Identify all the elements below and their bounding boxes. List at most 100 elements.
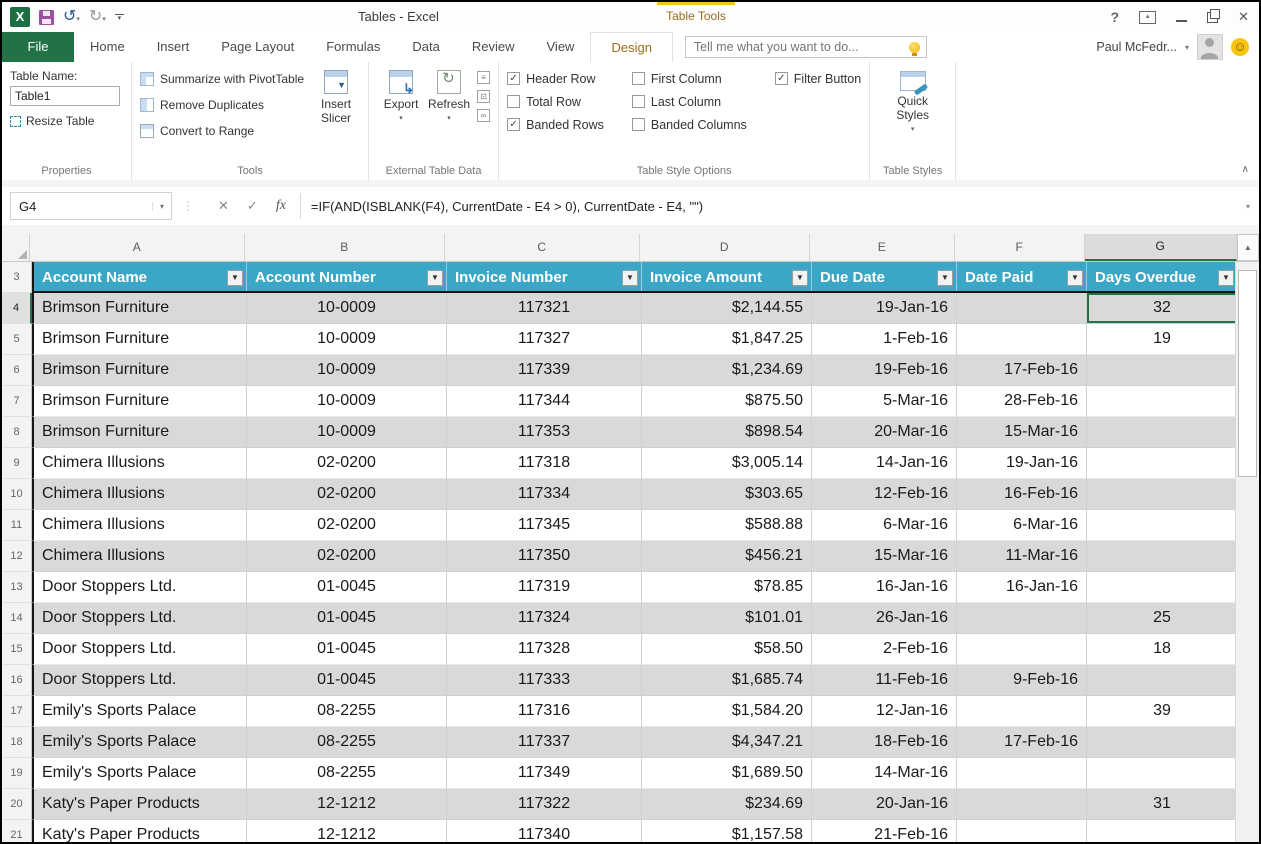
cell-C6[interactable]: 117339 (447, 355, 642, 386)
formula-input[interactable]: =IF(AND(ISBLANK(F4), CurrentDate - E4 > … (310, 198, 704, 214)
cell-B12[interactable]: 02-0200 (247, 541, 447, 572)
quick-styles-button[interactable]: Quick Styles ▾ (887, 67, 939, 137)
cell-F21[interactable] (957, 820, 1087, 842)
cell-E13[interactable]: 16-Jan-16 (812, 572, 957, 603)
cell-D10[interactable]: $303.65 (642, 479, 812, 510)
cell-A8[interactable]: Brimson Furniture (32, 417, 247, 448)
cell-D15[interactable]: $58.50 (642, 634, 812, 665)
cell-D12[interactable]: $456.21 (642, 541, 812, 572)
cell-D19[interactable]: $1,689.50 (642, 758, 812, 789)
cell-F20[interactable] (957, 789, 1087, 820)
save-icon[interactable] (39, 9, 54, 25)
row-number[interactable]: 14 (2, 603, 32, 634)
tell-me-input[interactable] (691, 39, 903, 55)
smiley-feedback-icon[interactable]: ☺ (1231, 38, 1249, 56)
quick-styles-dropdown-icon[interactable]: ▾ (910, 126, 915, 133)
insert-slicer-button[interactable]: Insert Slicer (312, 67, 360, 160)
cell-B5[interactable]: 10-0009 (247, 324, 447, 355)
column-header-E[interactable]: E (810, 234, 955, 261)
export-button[interactable]: Export ▾ (377, 67, 425, 160)
cell-E18[interactable]: 18-Feb-16 (812, 727, 957, 758)
cell-A11[interactable]: Chimera Illusions (32, 510, 247, 541)
column-header-F[interactable]: F (955, 234, 1085, 261)
cell-F19[interactable] (957, 758, 1087, 789)
cell-A5[interactable]: Brimson Furniture (32, 324, 247, 355)
convert-to-range-button[interactable]: Convert to Range (140, 121, 304, 141)
resize-table-button[interactable]: Resize Table (10, 114, 123, 128)
customize-qat-icon[interactable]: ▾ (114, 13, 124, 22)
cell-G4[interactable]: 32 (1087, 293, 1239, 324)
cell-D11[interactable]: $588.88 (642, 510, 812, 541)
cell-B8[interactable]: 10-0009 (247, 417, 447, 448)
cell-B6[interactable]: 10-0009 (247, 355, 447, 386)
cell-C14[interactable]: 117324 (447, 603, 642, 634)
cell-A18[interactable]: Emily's Sports Palace (32, 727, 247, 758)
table-header-E[interactable]: Due Date ▼ (812, 262, 957, 293)
cell-C16[interactable]: 117333 (447, 665, 642, 696)
row-number[interactable]: 12 (2, 541, 32, 572)
cell-E15[interactable]: 2-Feb-16 (812, 634, 957, 665)
row-number[interactable]: 21 (2, 820, 32, 842)
cell-F6[interactable]: 17-Feb-16 (957, 355, 1087, 386)
select-all-corner[interactable] (2, 234, 30, 261)
cell-G14[interactable]: 25 (1087, 603, 1239, 634)
cell-F7[interactable]: 28-Feb-16 (957, 386, 1087, 417)
row-number[interactable]: 9 (2, 448, 32, 479)
cell-G5[interactable]: 19 (1087, 324, 1239, 355)
cell-G21[interactable] (1087, 820, 1239, 842)
tab-data[interactable]: Data (412, 39, 440, 54)
cell-E9[interactable]: 14-Jan-16 (812, 448, 957, 479)
cell-C9[interactable]: 117318 (447, 448, 642, 479)
tell-me-box[interactable] (684, 36, 927, 58)
cell-E21[interactable]: 21-Feb-16 (812, 820, 957, 842)
cell-C20[interactable]: 117322 (447, 789, 642, 820)
name-box-dropdown-icon[interactable]: ▾ (152, 201, 171, 211)
cell-C15[interactable]: 117328 (447, 634, 642, 665)
cell-E20[interactable]: 20-Jan-16 (812, 789, 957, 820)
excel-logo-icon[interactable]: X (10, 7, 30, 27)
scrollbar-thumb[interactable] (1238, 270, 1257, 477)
row-number[interactable]: 6 (2, 355, 32, 386)
tab-formulas[interactable]: Formulas (326, 39, 381, 54)
row-number[interactable]: 3 (2, 262, 32, 293)
undo-button[interactable]: ↺▾ (63, 8, 80, 26)
cell-B7[interactable]: 10-0009 (247, 386, 447, 417)
cell-C19[interactable]: 117349 (447, 758, 642, 789)
cell-C17[interactable]: 117316 (447, 696, 642, 727)
cell-G18[interactable] (1087, 727, 1239, 758)
cell-F17[interactable] (957, 696, 1087, 727)
cell-E4[interactable]: 19-Jan-16 (812, 293, 957, 324)
tab-page-layout[interactable]: Page Layout (221, 39, 295, 54)
cell-C4[interactable]: 117321 (447, 293, 642, 324)
table-header-G[interactable]: Days Overdue ▼ (1087, 262, 1239, 293)
cell-D4[interactable]: $2,144.55 (642, 293, 812, 324)
table-header-B[interactable]: Account Number ▼ (247, 262, 447, 293)
summarize-with-pivottable-button[interactable]: Summarize with PivotTable (140, 69, 304, 89)
table-header-F[interactable]: Date Paid ▼ (957, 262, 1087, 293)
cell-B4[interactable]: 10-0009 (247, 293, 447, 324)
cell-B17[interactable]: 08-2255 (247, 696, 447, 727)
cell-F8[interactable]: 15-Mar-16 (957, 417, 1087, 448)
close-icon[interactable]: ✕ (1238, 9, 1249, 24)
checkbox-last-column[interactable]: Last Column (631, 94, 747, 109)
cell-E6[interactable]: 19-Feb-16 (812, 355, 957, 386)
cell-E14[interactable]: 26-Jan-16 (812, 603, 957, 634)
cell-A10[interactable]: Chimera Illusions (32, 479, 247, 510)
cell-A12[interactable]: Chimera Illusions (32, 541, 247, 572)
checkbox-filter-button[interactable]: ✓ Filter Button (774, 71, 861, 86)
cell-G16[interactable] (1087, 665, 1239, 696)
cell-E7[interactable]: 5-Mar-16 (812, 386, 957, 417)
cell-C5[interactable]: 117327 (447, 324, 642, 355)
cell-F18[interactable]: 17-Feb-16 (957, 727, 1087, 758)
filter-icon[interactable]: ▼ (1067, 269, 1083, 286)
remove-duplicates-button[interactable]: Remove Duplicates (140, 95, 304, 115)
cancel-icon[interactable]: ✕ (218, 198, 229, 213)
insert-function-icon[interactable]: fx (275, 198, 286, 213)
cell-C12[interactable]: 117350 (447, 541, 642, 572)
cell-C13[interactable]: 117319 (447, 572, 642, 603)
filter-icon[interactable]: ▼ (1218, 269, 1234, 286)
cell-F14[interactable] (957, 603, 1087, 634)
cell-D16[interactable]: $1,685.74 (642, 665, 812, 696)
user-avatar[interactable] (1197, 34, 1223, 60)
row-number[interactable]: 19 (2, 758, 32, 789)
